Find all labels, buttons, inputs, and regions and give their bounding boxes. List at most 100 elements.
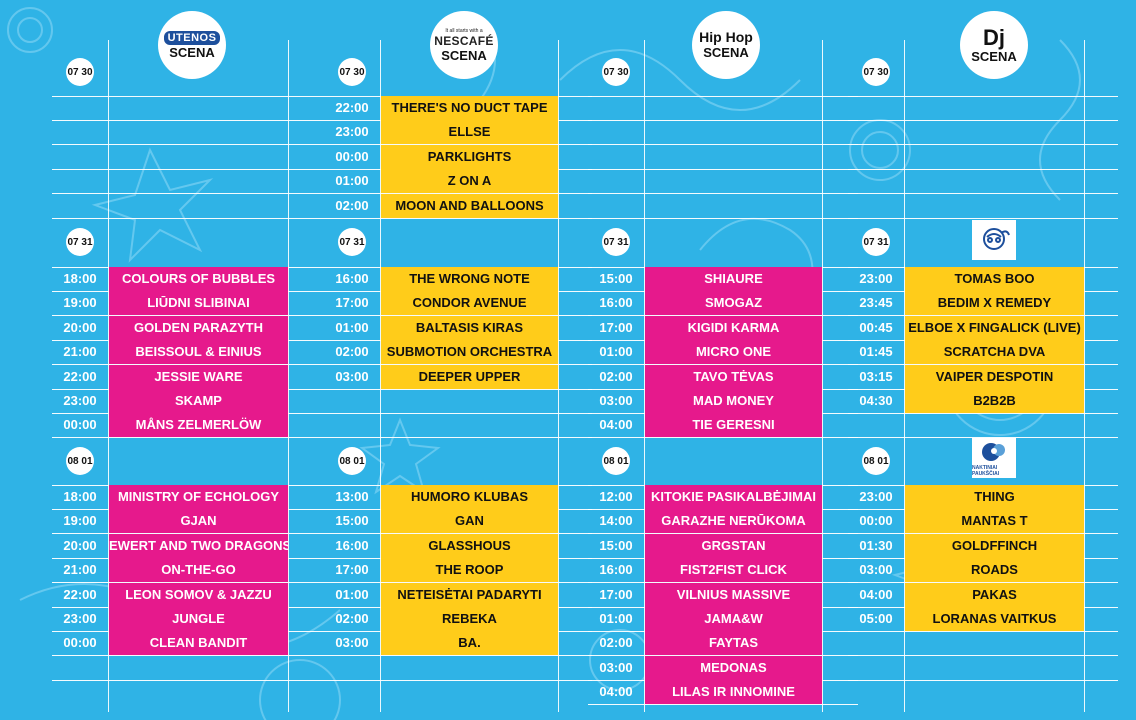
schedule-row: 15:00 GAN [322, 509, 592, 535]
performance-time: 23:45 [859, 295, 893, 311]
performance-time: 18:00 [63, 489, 97, 504]
performance-time: 04:00 [599, 417, 633, 433]
empty-schedule-row [848, 96, 1118, 121]
empty-schedule-row [848, 120, 1118, 146]
performer-name: PARKLIGHTS [381, 144, 558, 169]
performance-time: 02:00 [335, 344, 369, 360]
column-divider [822, 40, 823, 712]
stage-scena-label: SCENA [703, 45, 749, 60]
performance-time: 17:00 [335, 295, 369, 311]
stage-title: Hip Hop [699, 29, 753, 45]
performer-name: NETEISĖTAI PADARYTI [381, 582, 558, 607]
performer-name: MOON AND BALLOONS [381, 193, 558, 218]
date-badge: 07 31 [862, 228, 890, 256]
schedule-row: 02:00 REBEKA [322, 607, 592, 632]
performer-name: BEDIM X REMEDY [905, 291, 1084, 316]
performer-name: SHIAURE [645, 267, 822, 291]
performer-name: ON-THE-GO [109, 558, 288, 583]
schedule-row: 16:00 THE WRONG NOTE [322, 267, 592, 292]
performer-name: JESSIE WARE [109, 364, 288, 389]
performer-name: KITOKIE PASIKALBĖJIMAI [645, 485, 822, 509]
schedule-row: 00:00 CLEAN BANDIT [52, 631, 322, 657]
date-badge: 07 30 [602, 58, 630, 86]
grid-line [52, 461, 322, 486]
column-divider [1084, 40, 1085, 712]
performance-time: 02:00 [599, 368, 633, 384]
schedule-row: 03:00 MAD MONEY [588, 389, 858, 414]
performer-name: GARAZHE NERŪKOMA [645, 509, 822, 534]
performance-time: 05:00 [859, 611, 893, 626]
empty-schedule-row [52, 656, 322, 681]
utenos-logo: UTENOS [163, 30, 221, 45]
performance-time: 04:00 [859, 586, 893, 602]
performer-name: SKAMP [109, 389, 288, 413]
empty-schedule-row [848, 169, 1118, 195]
empty-schedule-row [588, 120, 858, 146]
column-divider [644, 40, 645, 712]
performance-time: 03:00 [599, 659, 633, 675]
performance-time: 20:00 [63, 319, 97, 335]
performer-name: GOLDEN PARAZYTH [109, 315, 288, 340]
schedule-row: 03:15 VAIPER DESPOTIN [848, 364, 1118, 390]
performance-time: 03:15 [859, 368, 893, 384]
performance-time: 18:00 [63, 271, 97, 286]
performance-time: 17:00 [335, 562, 369, 578]
performance-time: 22:00 [63, 586, 97, 602]
schedule-row: 19:00 LIŪDNI SLIBINAI [52, 291, 322, 317]
performer-name: JUNGLE [109, 607, 288, 631]
schedule-row: 04:00 PAKAS [848, 582, 1118, 608]
performer-name: COLOURS OF BUBBLES [109, 267, 288, 291]
stage-scena-label: SCENA [971, 48, 1017, 64]
sponsor-logo-mask-icon [972, 220, 1016, 260]
schedule-row: 21:00 BEISSOUL & EINIUS [52, 340, 322, 366]
date-badge: 08 01 [602, 447, 630, 475]
schedule-row: 22:00 THERE'S NO DUCT TAPE [322, 96, 592, 121]
empty-schedule-row [848, 194, 1118, 219]
schedule-row: 01:00 MICRO ONE [588, 340, 858, 366]
empty-schedule-row [588, 194, 858, 219]
performance-time: 16:00 [335, 537, 369, 553]
sponsor-logo-bird-icon: NAKTINIAI PAUKŠČIAI [972, 438, 1016, 478]
performance-time: 23:00 [335, 124, 369, 140]
schedule-row: 03:00 ROADS [848, 558, 1118, 584]
performance-time: 20:00 [63, 537, 97, 553]
schedule-row: 18:00 COLOURS OF BUBBLES [52, 267, 322, 292]
date-badge: 08 01 [338, 447, 366, 475]
schedule-row: 03:00 MEDONAS [588, 655, 858, 681]
stage-column-dj: Dj SCENA 07 30 07 31 08 01 NAKTINIAI PAU… [848, 0, 1118, 720]
schedule-row: 22:00 LEON SOMOV & JAZZU [52, 582, 322, 608]
performance-time: 01:00 [599, 611, 633, 626]
performer-name: THE WRONG NOTE [381, 267, 558, 291]
schedule-row: 01:30 GOLDFFINCH [848, 533, 1118, 559]
performer-name: GJAN [109, 509, 288, 534]
performance-time: 21:00 [63, 344, 97, 360]
performance-time: 17:00 [599, 586, 633, 602]
date-badge: 07 31 [66, 228, 94, 256]
stage-header-nescafe: It all starts with a NESCAFÉ SCENA [430, 11, 498, 79]
performer-name: SUBMOTION ORCHESTRA [381, 340, 558, 365]
performance-time: 00:00 [335, 148, 369, 164]
empty-schedule-row [588, 96, 858, 121]
stage-header-dj: Dj SCENA [960, 11, 1028, 79]
performance-time: 02:00 [335, 611, 369, 626]
performer-name: THE ROOP [381, 558, 558, 583]
performer-name: VILNIUS MASSIVE [645, 582, 822, 607]
date-badge: 08 01 [862, 447, 890, 475]
schedule-row: 17:00 CONDOR AVENUE [322, 291, 592, 317]
performance-time: 01:00 [335, 319, 369, 335]
stage-header-hiphop: Hip Hop SCENA [692, 11, 760, 79]
performance-time: 23:00 [859, 271, 893, 286]
grid-line [322, 461, 592, 486]
performance-time: 04:00 [599, 684, 633, 700]
schedule-row: 17:00 VILNIUS MASSIVE [588, 582, 858, 608]
schedule-row: 22:00 JESSIE WARE [52, 364, 322, 390]
performance-time: 04:30 [859, 393, 893, 408]
performance-time: 15:00 [599, 271, 633, 286]
schedule-row: 00:00 MANTAS T [848, 509, 1118, 535]
schedule-row: 13:00 HUMORO KLUBAS [322, 485, 592, 510]
performer-name: ELLSE [381, 120, 558, 145]
performance-time: 01:45 [859, 344, 893, 360]
performance-time: 02:00 [335, 197, 369, 213]
performer-name: KIGIDI KARMA [645, 315, 822, 340]
grid-line [848, 461, 1118, 486]
